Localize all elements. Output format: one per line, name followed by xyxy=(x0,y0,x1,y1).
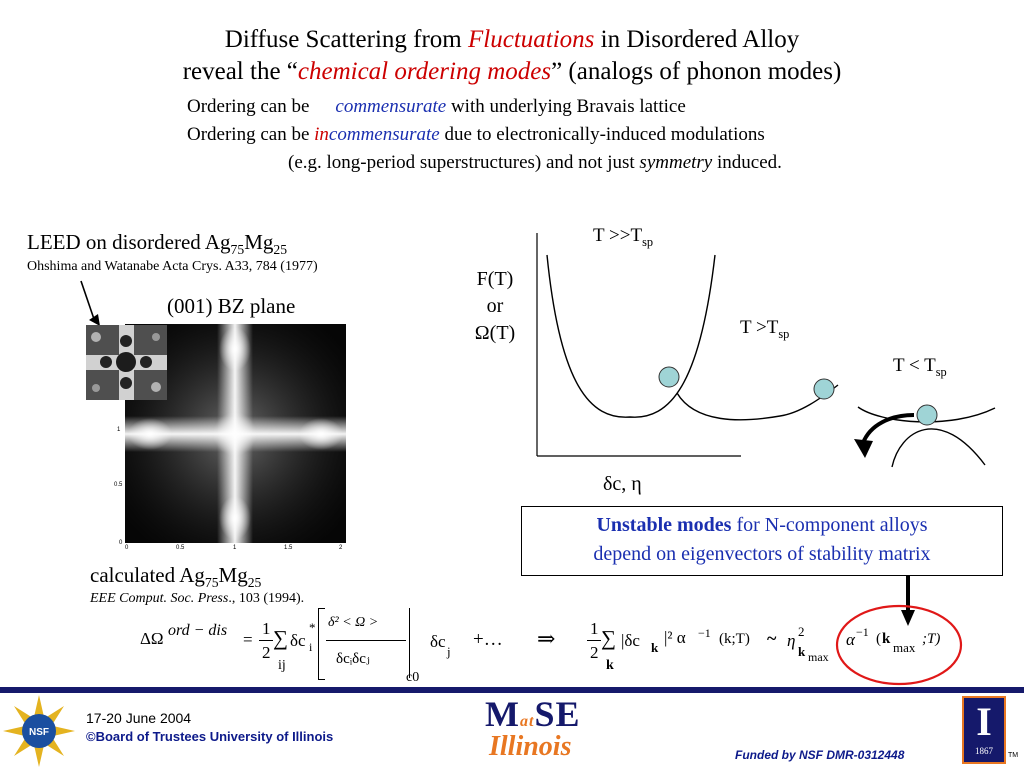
plot-ylabel: F(T) or Ω(T) xyxy=(474,268,516,344)
bullet-superstructures: (e.g. long-period superstructures) and n… xyxy=(288,152,782,173)
eq-args2-open: ( xyxy=(876,631,881,647)
eq-sum-2-sub: k xyxy=(606,658,614,673)
plot-xlabel: δc, η xyxy=(603,473,642,495)
calc-reference: EEE Comput. Soc. Press., 103 (1994). xyxy=(90,591,305,606)
eq-rhs-k-sub: k xyxy=(651,640,659,655)
eq-c0: c0 xyxy=(406,670,420,685)
mse-illinois-logo: MatSE Illinois xyxy=(485,694,600,767)
eq-eta: η xyxy=(787,631,796,650)
eq-dc-i-sub: i xyxy=(309,640,313,654)
eq-half-num-2: 1 xyxy=(590,619,599,638)
eq-rhs-args: (k;T) xyxy=(719,631,750,647)
curve-below-spinodal-bottom xyxy=(891,428,986,468)
image-x-tick-1: 1 xyxy=(233,545,237,551)
eq-half-num-1: 1 xyxy=(262,619,271,638)
curve-high-temperature xyxy=(546,254,716,418)
ui-logo-year: 1867 xyxy=(975,746,993,756)
footer-funded-by: Funded by NSF DMR-0312448 xyxy=(735,748,905,762)
slide-title-line1: Diffuse Scattering from Fluctuations in … xyxy=(224,26,800,53)
ball-stable xyxy=(813,378,835,400)
eq-implies: ⇒ xyxy=(537,626,556,651)
image-y-tick-1: 1 xyxy=(117,427,121,433)
eq-frac-num: δ² < Ω > xyxy=(328,615,379,630)
eq-bracket-right xyxy=(404,608,410,678)
nsf-logo-text: NSF xyxy=(29,727,49,738)
image-x-tick-05: 0.5 xyxy=(176,545,185,551)
title-highlight-ordering-modes: chemical ordering modes xyxy=(297,58,552,85)
eq-lhs-sup: ord − dis xyxy=(168,622,228,639)
ui-logo-tm: TM xyxy=(1008,752,1019,759)
eq-dc-j: δc xyxy=(430,632,446,651)
image-x-tick-15: 1.5 xyxy=(284,545,293,551)
eq-tilde: ~ xyxy=(767,628,777,648)
callout-arrow xyxy=(901,576,915,626)
eq-frac-den: δcᵢδcⱼ xyxy=(336,651,370,667)
eq-args2-close: ;T) xyxy=(922,631,941,647)
eq-kmax: k xyxy=(882,631,891,647)
leed-photo-inset xyxy=(86,325,167,400)
curve-label-high: T >>Tsp xyxy=(593,225,654,249)
footer-bar xyxy=(0,687,1024,693)
eq-rhs-abs-sq: |² α xyxy=(664,628,686,647)
university-illinois-logo: I 1867 xyxy=(962,696,1006,764)
eq-plus-dots: +… xyxy=(473,629,503,650)
slide-title-line2: reveal the “chemical ordering modes” (an… xyxy=(182,58,842,85)
mse-logo-se: SE xyxy=(534,694,581,734)
instability-arrowhead xyxy=(854,439,873,458)
image-y-tick-05: 0.5 xyxy=(114,482,123,488)
nsf-logo: NSF xyxy=(3,695,75,767)
eq-inv-2: −1 xyxy=(856,625,869,639)
leed-title: LEED on disordered Ag75Mg25 xyxy=(27,230,288,258)
eq-lhs: ΔΩ xyxy=(140,629,164,648)
eq-rhs-inv: −1 xyxy=(698,626,711,640)
ball-unstable xyxy=(916,404,938,426)
eq-frac-bar xyxy=(326,640,406,641)
footer-date: 17-20 June 2004 xyxy=(86,710,192,726)
footer-copyright: ©Board of Trustees University of Illinoi… xyxy=(86,729,334,744)
curve-label-below: T < Tsp xyxy=(893,355,947,379)
mse-logo-illinois: Illinois xyxy=(489,731,572,762)
eq-eta-subsub: max xyxy=(808,650,829,664)
curve-below-spinodal-top xyxy=(857,406,996,423)
eq-eta-sup: 2 xyxy=(798,624,805,639)
instability-arrow xyxy=(861,413,915,444)
calc-title: calculated Ag75Mg25 xyxy=(90,563,262,591)
image-x-tick-2: 2 xyxy=(339,545,343,551)
eq-dc-i-star: * xyxy=(309,620,316,635)
eq-alpha-2: α xyxy=(846,630,855,649)
highlight-circle xyxy=(835,604,963,686)
image-y-tick-0: 0 xyxy=(119,540,123,546)
eq-bracket-left xyxy=(318,608,325,680)
eq-sum-1-sub: ij xyxy=(278,658,286,673)
eq-half-bar-2 xyxy=(587,640,601,641)
ui-logo-letter: I xyxy=(976,699,992,744)
eq-dc-i: δc xyxy=(290,631,306,650)
curve-label-above: T >Tsp xyxy=(740,317,790,341)
eq-half-den-2: 2 xyxy=(590,643,599,662)
bz-plane-label: (001) BZ plane xyxy=(167,294,296,318)
unstable-modes-callout: Unstable modes for N-component alloys de… xyxy=(521,506,1003,576)
mse-logo-at: at xyxy=(519,713,535,730)
leed-pointer-arrow xyxy=(80,280,100,326)
eq-equals: = xyxy=(243,630,253,649)
equation-row: ΔΩ ord − dis = 1 2 ∑ ij δc * i δ² < Ω > … xyxy=(0,600,1024,690)
image-x-tick-0: 0 xyxy=(125,545,129,551)
curve-above-spinodal xyxy=(676,384,839,421)
ball-marginal xyxy=(658,366,680,388)
leed-photo xyxy=(86,325,167,400)
eq-rhs-mid: |δc xyxy=(621,631,640,650)
bullet-incommensurate: Ordering can be incommensurate due to el… xyxy=(187,124,765,145)
eq-sum-1: ∑ xyxy=(273,626,288,650)
bullet-commensurate: Ordering can be commensurate with underly… xyxy=(187,96,686,117)
mse-logo-m: M xyxy=(485,694,520,734)
leed-reference: Ohshima and Watanabe Acta Crys. A33, 784… xyxy=(27,259,318,274)
title-highlight-fluctuations: Fluctuations xyxy=(468,26,595,53)
eq-half-bar-1 xyxy=(259,640,273,641)
eq-half-den-1: 2 xyxy=(262,643,271,662)
eq-kmax-sub: max xyxy=(893,640,916,655)
eq-sum-2: ∑ xyxy=(601,626,616,650)
free-energy-plot xyxy=(536,233,996,468)
eq-eta-sub: k xyxy=(798,644,806,659)
eq-dc-j-sub: j xyxy=(447,644,451,659)
